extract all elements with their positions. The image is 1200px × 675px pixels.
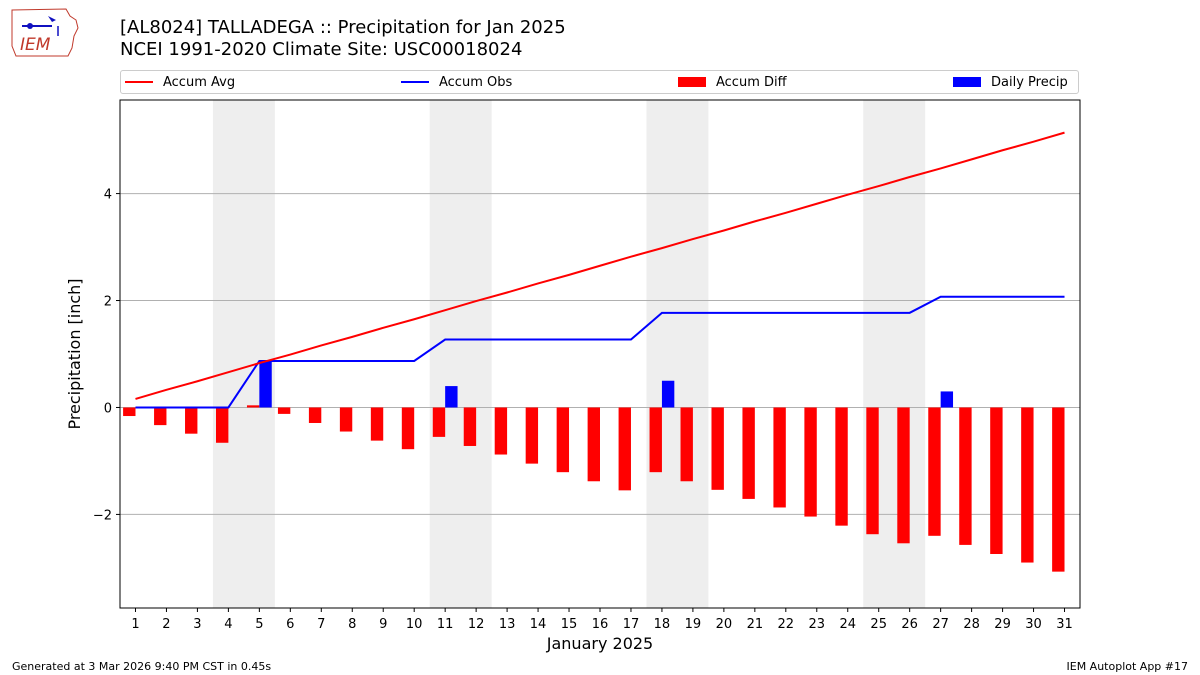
y-tick-label: 2: [104, 295, 112, 310]
accum-diff-bar: [154, 407, 167, 426]
accum-diff-bar: [990, 407, 1003, 554]
legend-swatch-accum-diff: [678, 77, 706, 87]
footer-app-id: IEM Autoplot App #17: [1066, 660, 1189, 673]
accum-diff-bar: [897, 407, 910, 544]
legend-item-accum-avg: Accum Avg: [125, 71, 235, 93]
legend-label-accum-avg: Accum Avg: [163, 74, 236, 90]
x-tick-label: 19: [685, 617, 702, 632]
accum-diff-bar: [401, 407, 415, 450]
accum-diff-bar: [216, 407, 229, 443]
accum-diff-bar: [1021, 407, 1034, 563]
legend-label-accum-obs: Accum Obs: [439, 74, 513, 90]
accum-diff-bar: [246, 405, 260, 408]
accum-diff-bar: [463, 407, 477, 446]
x-tick-label: 30: [1025, 617, 1042, 632]
accum-diff-bar: [123, 407, 136, 417]
legend-swatch-daily-precip: [953, 77, 981, 87]
accum-diff-bar: [742, 407, 755, 499]
y-tick-label: 0: [104, 401, 112, 416]
x-tick-label: 5: [255, 617, 263, 632]
x-tick-label: 14: [530, 617, 547, 632]
x-tick-label: 3: [193, 617, 201, 632]
footer-generated: Generated at 3 Mar 2026 9:40 PM CST in 0…: [12, 660, 272, 673]
x-tick-label: 13: [499, 617, 516, 632]
accum-diff-bar: [928, 407, 941, 536]
accum-diff-bar: [339, 407, 353, 432]
x-tick-label: 6: [286, 617, 294, 632]
x-tick-label: 23: [809, 617, 826, 632]
x-tick-label: 8: [348, 617, 356, 632]
accum-diff-bar: [185, 407, 198, 434]
accum-diff-bar: [587, 407, 600, 482]
legend-swatch-accum-obs: [401, 81, 429, 83]
accum-diff-bar: [959, 407, 972, 545]
accum-diff-bar: [711, 407, 724, 490]
daily-precip-bar: [661, 380, 675, 408]
accum-diff-bar: [649, 407, 662, 473]
daily-precip-bar: [940, 391, 954, 408]
x-tick-label: 29: [994, 617, 1011, 632]
x-tick-label: 12: [468, 617, 485, 632]
daily-precip-bar: [445, 386, 458, 408]
legend: Accum Avg Accum Obs Accum Diff Daily Pre…: [120, 70, 1079, 94]
legend-item-accum-obs: Accum Obs: [401, 71, 512, 93]
accum-diff-bar: [556, 407, 570, 473]
weekend-span: [646, 100, 709, 608]
accum-avg-line: [135, 131, 1065, 400]
accum-diff-bar: [804, 407, 817, 517]
x-tick-label: 4: [224, 617, 232, 632]
x-tick-label: 1: [131, 617, 139, 632]
accum-diff-bar: [618, 407, 631, 491]
x-tick-label: 2: [162, 617, 170, 632]
iem-logo: IEM: [8, 6, 82, 64]
legend-label-accum-diff: Accum Diff: [716, 74, 787, 90]
x-tick-label: 16: [592, 617, 609, 632]
x-tick-label: 25: [870, 617, 887, 632]
chart-subtitle: NCEI 1991-2020 Climate Site: USC00018024: [120, 39, 523, 60]
chart-title: [AL8024] TALLADEGA :: Precipitation for …: [120, 17, 566, 38]
accum-diff-bar: [308, 407, 322, 423]
accum-diff-bar: [494, 407, 508, 455]
x-tick-label: 24: [839, 617, 856, 632]
accum-diff-bar: [370, 407, 384, 441]
accum-diff-bar: [1052, 407, 1065, 572]
accum-diff-bar: [277, 407, 291, 414]
x-axis-label: January 2025: [546, 634, 653, 653]
x-tick-label: 11: [437, 617, 454, 632]
x-tick-label: 9: [379, 617, 387, 632]
x-tick-label: 15: [561, 617, 578, 632]
legend-label-daily-precip: Daily Precip: [991, 74, 1068, 90]
x-tick-label: 26: [901, 617, 918, 632]
y-tick-label: −2: [93, 508, 112, 523]
x-tick-label: 31: [1056, 617, 1073, 632]
accum-obs-line: [135, 295, 1065, 409]
x-tick-label: 20: [716, 617, 733, 632]
logo-text: IEM: [20, 35, 51, 55]
accum-diff-bar: [773, 407, 786, 508]
daily-precip-bar: [259, 360, 272, 408]
legend-item-accum-diff: Accum Diff: [678, 71, 787, 93]
x-tick-label: 17: [623, 617, 640, 632]
x-tick-label: 28: [963, 617, 980, 632]
accum-diff-bar: [835, 407, 848, 526]
weekend-span: [212, 100, 275, 608]
accum-diff-bar: [432, 407, 446, 437]
y-tick-label: 4: [104, 188, 112, 203]
y-axis-label: Precipitation [inch]: [65, 278, 84, 429]
x-tick-label: 18: [654, 617, 671, 632]
x-tick-label: 10: [406, 617, 423, 632]
accum-diff-bar: [866, 407, 879, 535]
x-tick-label: 27: [932, 617, 949, 632]
accum-diff-bar: [680, 407, 693, 482]
accum-diff-bar: [525, 407, 539, 464]
legend-item-daily-precip: Daily Precip: [953, 71, 1068, 93]
x-tick-label: 22: [778, 617, 795, 632]
x-tick-label: 21: [747, 617, 764, 632]
legend-swatch-accum-avg: [125, 81, 153, 83]
weekend-span: [429, 100, 492, 608]
x-tick-label: 7: [317, 617, 325, 632]
